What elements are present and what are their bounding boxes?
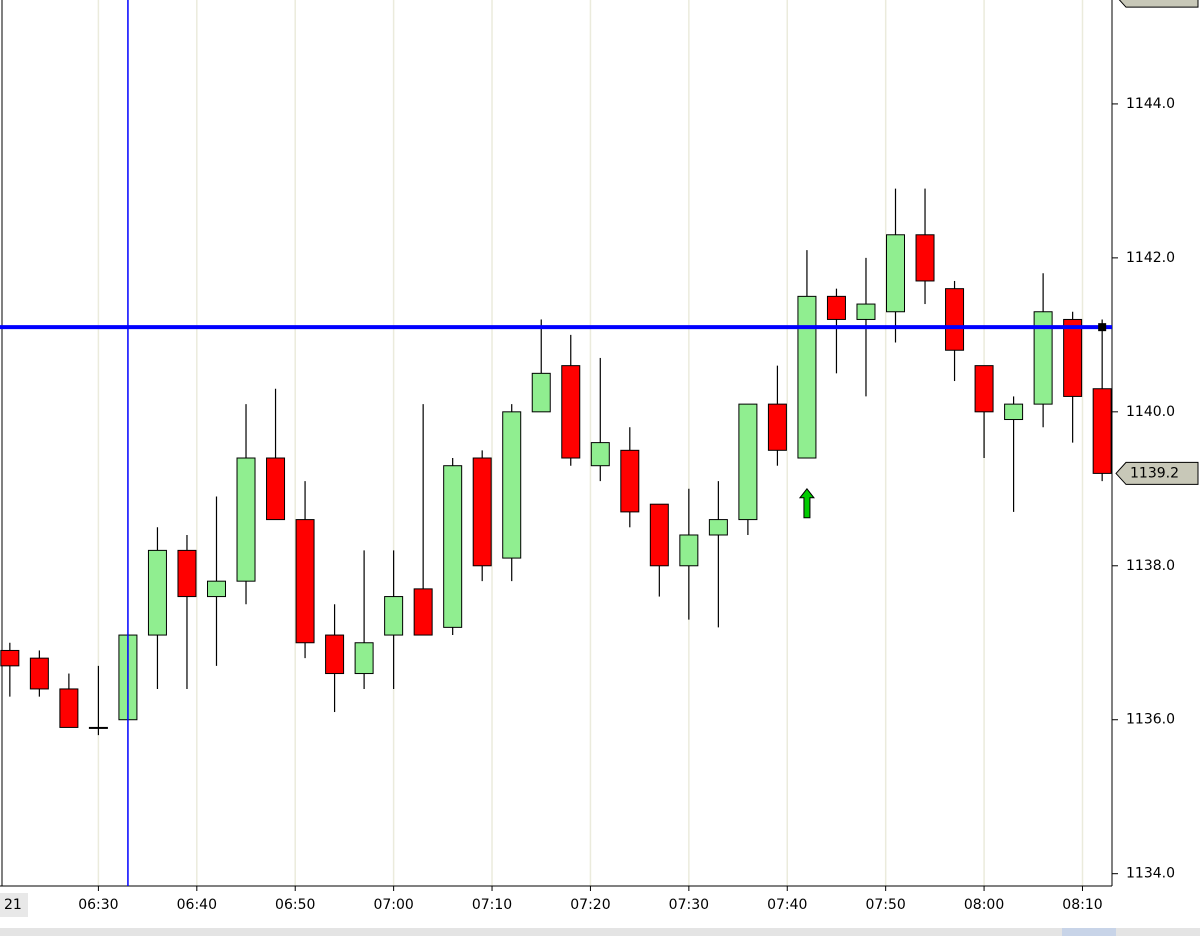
candle-body xyxy=(413,588,433,636)
x-tick-label: 07:10 xyxy=(472,897,512,913)
x-tick-label: 07:50 xyxy=(865,897,905,913)
y-tick-label: 1136.0 xyxy=(1126,712,1175,728)
top-price-tag xyxy=(1118,0,1199,8)
y-tick-label: 1140.0 xyxy=(1126,404,1175,420)
candle-body xyxy=(147,549,167,636)
candle-body xyxy=(502,411,522,559)
x-tick-label: 07:30 xyxy=(669,897,709,913)
candle-body xyxy=(738,403,758,521)
candle-body xyxy=(1092,388,1112,474)
candle-body xyxy=(767,403,787,451)
candle-body xyxy=(1033,311,1053,405)
y-tick-label: 1138.0 xyxy=(1126,558,1175,574)
candle-body xyxy=(266,457,286,521)
last-price-label: 1139.2 xyxy=(1130,465,1179,481)
candle-body xyxy=(443,465,463,628)
candle-body xyxy=(531,372,551,413)
candle-body xyxy=(236,457,256,582)
candle-body xyxy=(59,688,79,728)
candle-body xyxy=(88,726,108,729)
signal-arrow xyxy=(798,487,815,519)
date-box xyxy=(0,893,28,917)
y-tick-label: 1142.0 xyxy=(1126,250,1175,266)
x-tick-label: 07:20 xyxy=(570,897,610,913)
y-tick-label: 1144.0 xyxy=(1126,96,1175,112)
candle-body xyxy=(590,442,610,467)
candle-body xyxy=(708,519,728,536)
candle-body xyxy=(886,234,906,313)
candle-body xyxy=(649,503,669,567)
candle-body xyxy=(826,295,846,320)
candle-body xyxy=(177,549,197,598)
last-price-tag xyxy=(1115,461,1199,485)
x-tick-label: 08:00 xyxy=(964,897,1004,913)
x-tick-label: 06:40 xyxy=(177,897,217,913)
scroll-thumb xyxy=(1062,928,1116,936)
price-line-marker xyxy=(1098,323,1107,332)
candle-body xyxy=(974,365,994,413)
candle-body xyxy=(325,634,345,675)
y-tick-label: 1134.0 xyxy=(1126,866,1175,882)
candle-body xyxy=(797,295,817,459)
top-price-label: 1145.4 xyxy=(1130,0,1179,4)
candle-body xyxy=(472,457,492,567)
x-tick-label: 07:00 xyxy=(373,897,413,913)
candle-body xyxy=(206,580,226,598)
candle-body xyxy=(29,657,49,690)
candle-body xyxy=(0,649,20,667)
candle-body xyxy=(1063,318,1083,397)
candle-body xyxy=(679,534,699,567)
candle-body xyxy=(295,519,315,644)
candle-body xyxy=(856,303,876,320)
candle-body xyxy=(945,288,965,351)
x-tick-label: 07:40 xyxy=(767,897,807,913)
candle-body xyxy=(384,596,404,636)
candle-body xyxy=(915,234,935,282)
candle-body xyxy=(354,642,374,675)
date-label: 21 xyxy=(4,897,22,913)
candle-body xyxy=(620,449,640,513)
candle-body xyxy=(561,365,581,459)
candle-body xyxy=(1004,403,1024,421)
x-tick-label: 08:10 xyxy=(1062,897,1102,913)
scrollbar xyxy=(0,928,1200,936)
x-tick-label: 06:30 xyxy=(78,897,118,913)
x-tick-label: 06:50 xyxy=(275,897,315,913)
